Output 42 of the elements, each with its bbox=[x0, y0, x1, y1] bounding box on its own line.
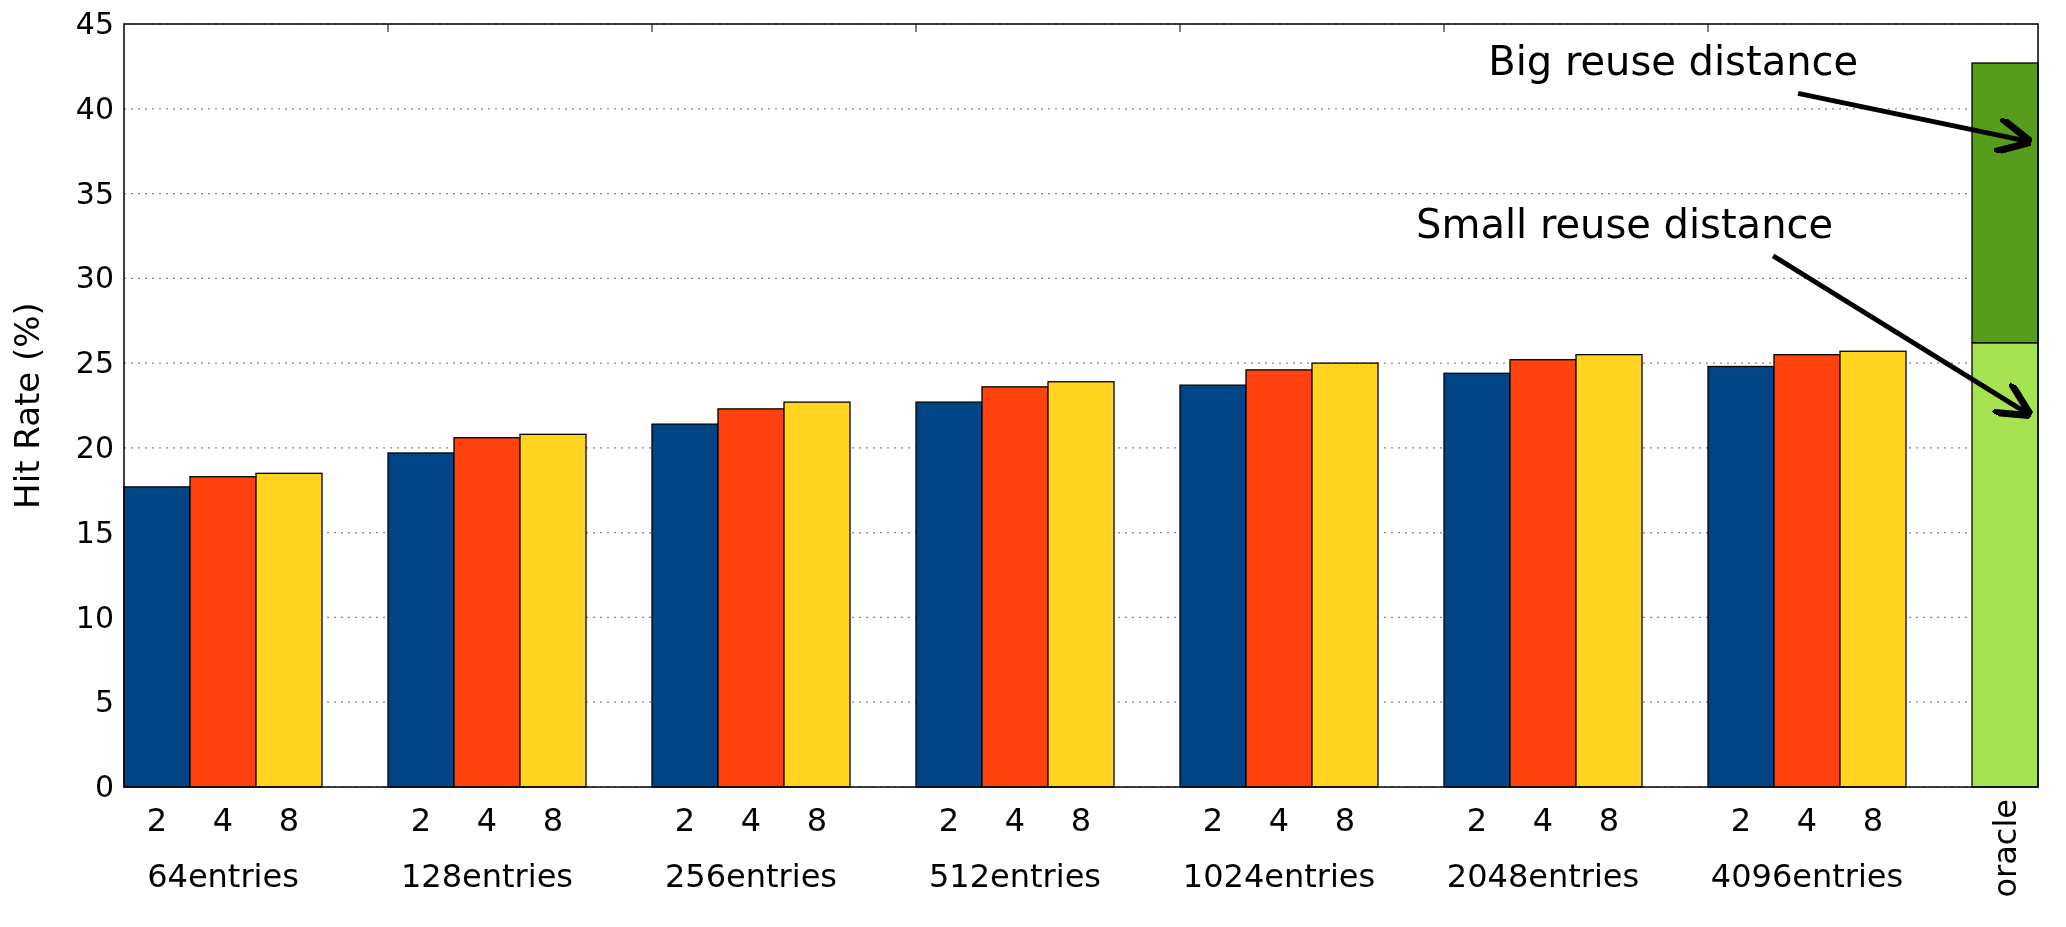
y-tick-label: 45 bbox=[75, 6, 114, 42]
text: 64entries bbox=[147, 857, 299, 895]
text: 512entries bbox=[929, 857, 1101, 895]
x-tick-label: 4 bbox=[740, 801, 762, 839]
x-tick-label: 8 bbox=[278, 801, 300, 839]
x-tick-label: oracle bbox=[1986, 799, 2024, 898]
annotation: Small reuse distance bbox=[1416, 200, 1834, 247]
x-tick-label: 8 bbox=[1598, 801, 1620, 839]
x-tick-label: 8 bbox=[1334, 801, 1356, 839]
x-tick-label: 4 bbox=[1268, 801, 1290, 839]
x-tick-label: 2 bbox=[1466, 801, 1488, 839]
x-tick-label: 4 bbox=[1796, 801, 1818, 839]
x-tick-label: 4 bbox=[212, 801, 234, 839]
x-tick-label: 2 bbox=[1730, 801, 1752, 839]
x-tick-label: 2 bbox=[674, 801, 696, 839]
y-tick-label: 15 bbox=[75, 514, 114, 550]
y-tick-label: 20 bbox=[75, 429, 114, 465]
text: 1024entries bbox=[1182, 857, 1376, 895]
y-axis-title: Hit Rate (%) bbox=[7, 302, 47, 509]
x-tick-label: 8 bbox=[1862, 801, 1884, 839]
annotation: Big reuse distance bbox=[1488, 38, 1859, 85]
x-tick-label: 8 bbox=[1070, 801, 1092, 839]
x-tick-label: 2 bbox=[410, 801, 432, 839]
text: 2048entries bbox=[1446, 857, 1640, 895]
x-tick-label: 2 bbox=[938, 801, 960, 839]
x-tick-label: 4 bbox=[1532, 801, 1554, 839]
y-tick-label: 40 bbox=[75, 90, 114, 126]
y-tick-label: 0 bbox=[94, 769, 114, 805]
y-tick-label: 35 bbox=[75, 175, 114, 211]
text: 128entries bbox=[401, 857, 573, 895]
x-tick-label: 8 bbox=[806, 801, 828, 839]
y-tick-label: 30 bbox=[75, 260, 114, 296]
x-tick-label: 2 bbox=[146, 801, 168, 839]
x-tick-label: 4 bbox=[476, 801, 498, 839]
x-tick-label: 2 bbox=[1202, 801, 1224, 839]
x-tick-label: 4 bbox=[1004, 801, 1026, 839]
y-tick-label: 25 bbox=[75, 345, 114, 381]
text: 256entries bbox=[665, 857, 837, 895]
x-tick-label: 8 bbox=[542, 801, 564, 839]
y-tick-label: 5 bbox=[94, 684, 114, 720]
y-tick-label: 10 bbox=[75, 599, 114, 635]
text: 4096entries bbox=[1710, 857, 1904, 895]
